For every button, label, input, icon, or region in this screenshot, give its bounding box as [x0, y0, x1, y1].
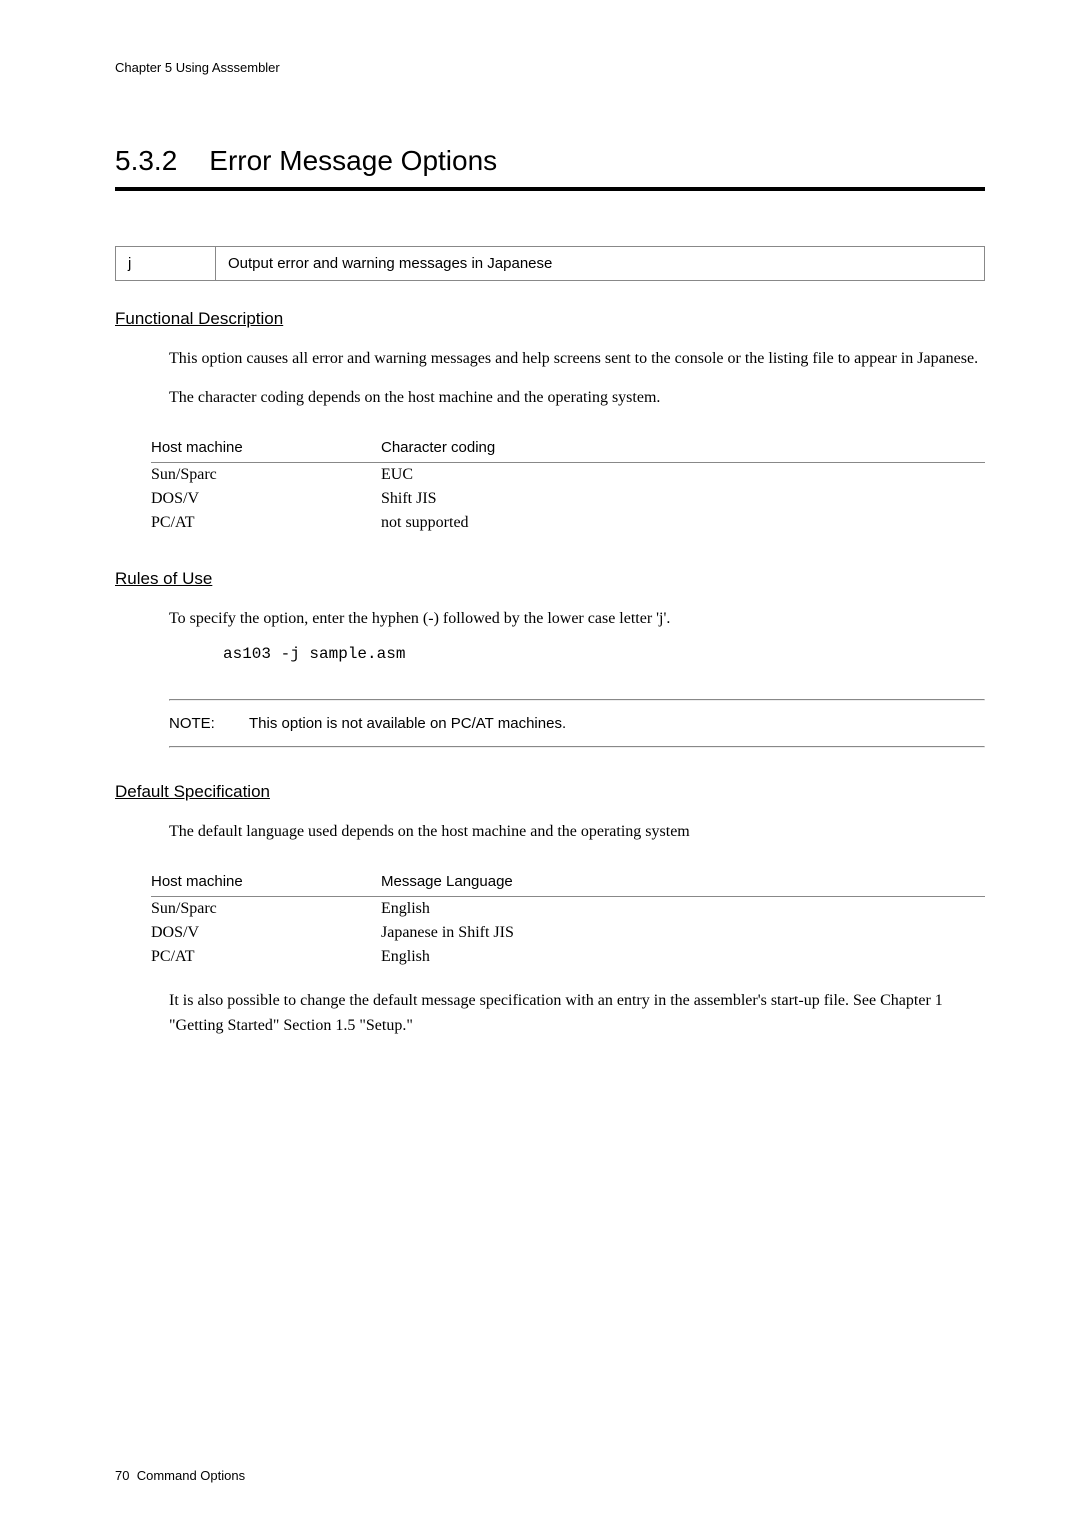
table-cell: Japanese in Shift JIS	[381, 921, 985, 945]
rules-para: To specify the option, enter the hyphen …	[169, 607, 985, 632]
section-number: 5.3.2	[115, 145, 177, 177]
table-row: DOS/V Japanese in Shift JIS	[151, 921, 985, 945]
code-example: as103 -j sample.asm	[223, 645, 985, 663]
table-header-host: Host machine	[151, 869, 381, 897]
functional-para-1: This option causes all error and warning…	[169, 347, 985, 372]
option-box: j Output error and warning messages in J…	[115, 246, 985, 281]
default-para-2: It is also possible to change the defaul…	[169, 989, 985, 1039]
table-row: DOS/V Shift JIS	[151, 487, 985, 511]
table-row: Sun/Sparc EUC	[151, 462, 985, 487]
functional-para-2: The character coding depends on the host…	[169, 386, 985, 411]
table-cell: Shift JIS	[381, 487, 985, 511]
note-rule-bottom	[169, 746, 985, 748]
section-rule	[115, 187, 985, 191]
table-header-coding: Character coding	[381, 435, 985, 463]
table-cell: DOS/V	[151, 921, 381, 945]
note-label: NOTE:	[169, 715, 249, 732]
table-cell: EUC	[381, 462, 985, 487]
table-cell: English	[381, 897, 985, 922]
section-title: Error Message Options	[209, 145, 497, 176]
note-block: NOTE: This option is not available on PC…	[169, 699, 985, 748]
table-row: PC/AT not supported	[151, 511, 985, 535]
table-header-host: Host machine	[151, 435, 381, 463]
table-row: Sun/Sparc English	[151, 897, 985, 922]
table-header-lang: Message Language	[381, 869, 985, 897]
character-coding-table: Host machine Character coding Sun/Sparc …	[151, 435, 985, 535]
option-key: j	[116, 247, 216, 280]
chapter-header: Chapter 5 Using Asssembler	[115, 60, 985, 75]
footer-label: Command Options	[137, 1468, 245, 1483]
note-text: This option is not available on PC/AT ma…	[249, 715, 566, 732]
table-cell: Sun/Sparc	[151, 897, 381, 922]
functional-description-heading: Functional Description	[115, 309, 985, 329]
table-row: PC/AT English	[151, 945, 985, 969]
page-footer: 70 Command Options	[115, 1468, 245, 1483]
option-description: Output error and warning messages in Jap…	[216, 247, 984, 280]
section-heading: 5.3.2 Error Message Options	[115, 145, 985, 177]
rules-of-use-heading: Rules of Use	[115, 569, 985, 589]
default-specification-heading: Default Specification	[115, 782, 985, 802]
message-language-table: Host machine Message Language Sun/Sparc …	[151, 869, 985, 969]
table-cell: Sun/Sparc	[151, 462, 381, 487]
table-cell: English	[381, 945, 985, 969]
table-cell: DOS/V	[151, 487, 381, 511]
table-cell: PC/AT	[151, 511, 381, 535]
table-cell: not supported	[381, 511, 985, 535]
default-para-1: The default language used depends on the…	[169, 820, 985, 845]
table-cell: PC/AT	[151, 945, 381, 969]
page-number: 70	[115, 1468, 129, 1483]
